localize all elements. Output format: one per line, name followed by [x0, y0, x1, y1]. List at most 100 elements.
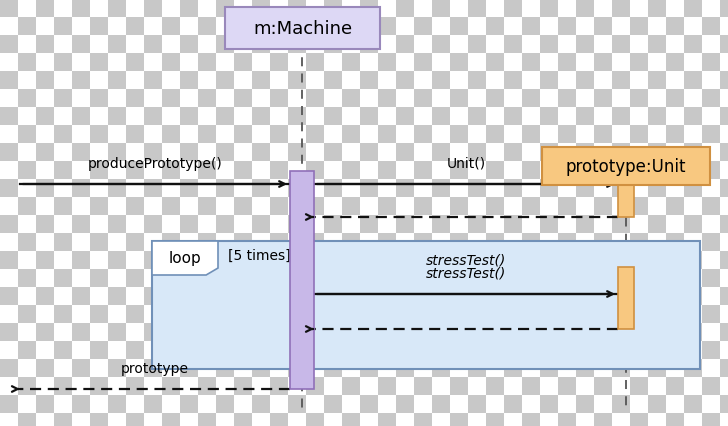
Bar	[180, 359, 198, 377]
Bar	[504, 54, 522, 72]
Bar	[576, 359, 594, 377]
Bar	[288, 216, 306, 233]
Bar	[162, 126, 180, 144]
Bar	[630, 251, 648, 269]
Bar	[468, 126, 486, 144]
Bar	[576, 126, 594, 144]
Bar	[216, 359, 234, 377]
Bar	[144, 359, 162, 377]
Bar	[432, 90, 450, 108]
Bar	[522, 198, 540, 216]
Bar	[108, 0, 126, 18]
Bar	[720, 233, 728, 251]
Bar	[684, 269, 702, 287]
Bar	[288, 287, 306, 305]
Bar	[324, 144, 342, 161]
Bar	[540, 54, 558, 72]
Bar	[576, 323, 594, 341]
Bar	[306, 198, 324, 216]
Bar	[90, 251, 108, 269]
Bar	[558, 198, 576, 216]
Bar	[108, 377, 126, 395]
Bar	[504, 287, 522, 305]
Bar	[18, 198, 36, 216]
Bar	[450, 18, 468, 36]
Bar	[702, 0, 720, 18]
Bar	[18, 126, 36, 144]
Bar	[162, 18, 180, 36]
Bar	[702, 413, 720, 426]
Bar	[90, 216, 108, 233]
Bar	[180, 251, 198, 269]
Bar	[18, 341, 36, 359]
Bar	[306, 413, 324, 426]
Bar	[396, 323, 414, 341]
Bar	[180, 216, 198, 233]
Bar	[0, 198, 18, 216]
Bar	[378, 377, 396, 395]
Bar	[126, 341, 144, 359]
Bar	[648, 126, 666, 144]
Bar	[270, 36, 288, 54]
Bar	[504, 198, 522, 216]
Bar	[144, 36, 162, 54]
Bar	[432, 359, 450, 377]
Bar	[324, 377, 342, 395]
Bar	[18, 305, 36, 323]
Bar	[360, 413, 378, 426]
Bar	[0, 233, 18, 251]
Bar	[144, 54, 162, 72]
Bar	[684, 36, 702, 54]
Bar	[234, 161, 252, 180]
Bar	[108, 126, 126, 144]
Bar	[468, 198, 486, 216]
Bar	[162, 216, 180, 233]
Bar	[252, 161, 270, 180]
Bar	[630, 216, 648, 233]
Bar	[198, 359, 216, 377]
Bar	[450, 359, 468, 377]
Bar	[684, 305, 702, 323]
Bar	[414, 72, 432, 90]
Bar	[54, 54, 72, 72]
Bar	[702, 359, 720, 377]
Bar	[342, 359, 360, 377]
Bar	[72, 126, 90, 144]
Bar	[198, 305, 216, 323]
Bar	[450, 144, 468, 161]
Bar	[144, 287, 162, 305]
Bar	[234, 198, 252, 216]
Bar	[702, 90, 720, 108]
Bar	[486, 233, 504, 251]
Bar	[702, 395, 720, 413]
Bar	[432, 126, 450, 144]
Bar	[90, 323, 108, 341]
Bar	[180, 233, 198, 251]
Bar	[234, 359, 252, 377]
Bar	[486, 144, 504, 161]
Bar	[144, 216, 162, 233]
Bar	[72, 377, 90, 395]
Bar	[630, 198, 648, 216]
Bar	[108, 269, 126, 287]
Bar	[648, 0, 666, 18]
Bar	[234, 0, 252, 18]
Bar	[234, 72, 252, 90]
Bar	[234, 251, 252, 269]
Bar	[252, 126, 270, 144]
Bar	[324, 413, 342, 426]
Bar	[126, 216, 144, 233]
Bar	[666, 144, 684, 161]
Bar	[18, 18, 36, 36]
Bar	[270, 18, 288, 36]
Bar	[396, 359, 414, 377]
Bar	[702, 161, 720, 180]
Bar	[126, 36, 144, 54]
Bar	[90, 144, 108, 161]
Bar	[198, 395, 216, 413]
Bar	[72, 251, 90, 269]
Bar	[720, 287, 728, 305]
Bar	[342, 108, 360, 126]
Bar	[558, 126, 576, 144]
Bar	[720, 144, 728, 161]
